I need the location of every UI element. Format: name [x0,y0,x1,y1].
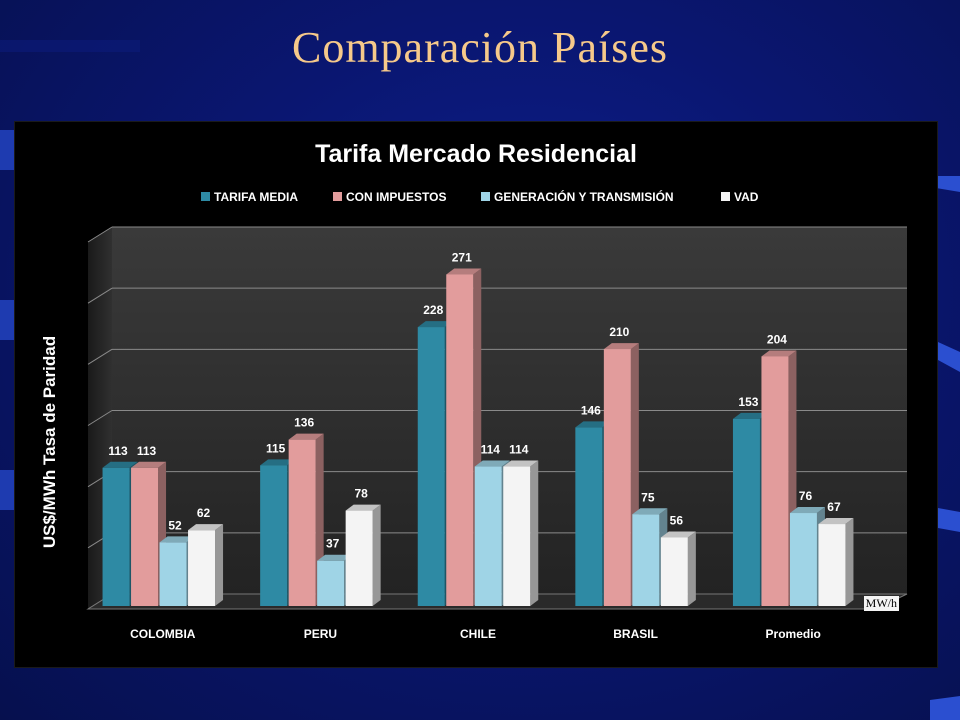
legend-label: VAD [734,190,759,204]
gridline-side [87,348,113,365]
data-label: 37 [326,537,340,551]
legend: TARIFA MEDIA CON IMPUESTOS GENERACIÓN Y TR… [201,189,759,204]
y-axis-label: US$/MWh Tasa de Paridad [40,336,59,548]
data-label: 113 [108,444,128,458]
gridline-side [87,410,113,426]
chart-title: Tarifa Mercado Residencial [315,140,637,168]
x-tick-label: COLOMBIA [130,627,196,641]
legend-item: CON IMPUESTOS [333,190,446,204]
bar-chart: Tarifa Mercado Residencial TARIFA MEDIA C… [40,140,908,641]
x-tick-label: PERU [304,627,337,641]
x-tick-label: Promedio [766,627,821,641]
data-label: 153 [738,395,758,409]
legend-swatch [201,192,210,201]
unit-note: MW/h [863,596,899,611]
slide-title: Comparación Países [291,23,669,72]
data-label: 204 [767,332,787,346]
x-tick-label: CHILE [460,627,496,641]
bar [131,461,167,606]
data-label: 75 [641,490,655,504]
data-label: 113 [137,444,157,458]
data-label: 67 [827,500,841,514]
legend-item: GENERACIÓN Y TRANSMISIÓN [481,189,674,204]
legend-item: TARIFA MEDIA [201,190,298,204]
data-label: 62 [197,506,211,520]
data-label: 78 [354,487,368,501]
bar [632,508,668,606]
gridline-side [87,226,113,243]
bar [818,518,854,606]
data-label: 146 [581,403,601,417]
data-label: 210 [609,325,629,339]
bar [188,524,224,606]
data-label: 52 [168,518,182,532]
data-label: 115 [266,441,286,455]
data-label: 271 [452,250,472,264]
bar [345,504,381,606]
bar [660,531,696,606]
bar [288,433,324,606]
plot-area: 113 113 52 62 COLOMBIA 115 136 37 78 PERU 228 271 11… [86,226,908,641]
x-tick-label: BRASIL [613,627,658,641]
data-label: 228 [423,303,443,317]
legend-label: GENERACIÓN Y TRANSMISIÓN [494,189,674,204]
chart-panel: Tarifa Mercado Residencial TARIFA MEDIA C… [14,121,938,668]
legend-label: TARIFA MEDIA [214,190,298,204]
data-label: 56 [670,513,684,527]
legend-swatch [333,192,342,201]
bar [503,460,539,606]
legend-label: CON IMPUESTOS [346,190,446,204]
legend-swatch [721,192,730,201]
data-label: 114 [509,443,529,457]
legend-swatch [481,192,490,201]
data-label: 114 [481,443,501,457]
data-label: 76 [799,489,813,503]
data-label: 136 [294,416,314,430]
gridline-side [87,287,113,304]
legend-item: VAD [721,190,759,204]
